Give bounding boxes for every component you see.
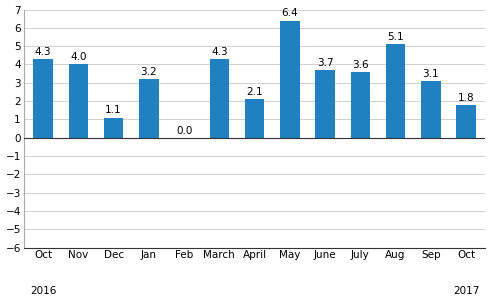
Bar: [386, 44, 405, 138]
Text: 3.2: 3.2: [140, 67, 157, 77]
Bar: [351, 72, 370, 138]
Bar: [104, 117, 123, 138]
Text: 0.0: 0.0: [176, 126, 192, 136]
Bar: [456, 105, 476, 138]
Text: 5.1: 5.1: [387, 32, 404, 42]
Text: 1.1: 1.1: [105, 105, 122, 115]
Text: 2017: 2017: [453, 286, 479, 297]
Text: 6.4: 6.4: [281, 8, 298, 18]
Text: 4.3: 4.3: [211, 47, 228, 57]
Text: 1.8: 1.8: [458, 92, 474, 103]
Bar: [315, 70, 335, 138]
Bar: [139, 79, 159, 138]
Text: 3.7: 3.7: [317, 58, 333, 68]
Bar: [245, 99, 264, 138]
Text: 3.6: 3.6: [352, 59, 369, 69]
Bar: [421, 81, 440, 138]
Text: 2016: 2016: [30, 286, 56, 297]
Text: 4.3: 4.3: [35, 47, 52, 57]
Bar: [33, 59, 53, 138]
Bar: [210, 59, 229, 138]
Bar: [280, 21, 300, 138]
Text: 2.1: 2.1: [246, 87, 263, 97]
Bar: [69, 65, 88, 138]
Text: 4.0: 4.0: [70, 52, 86, 62]
Text: 3.1: 3.1: [422, 69, 439, 79]
